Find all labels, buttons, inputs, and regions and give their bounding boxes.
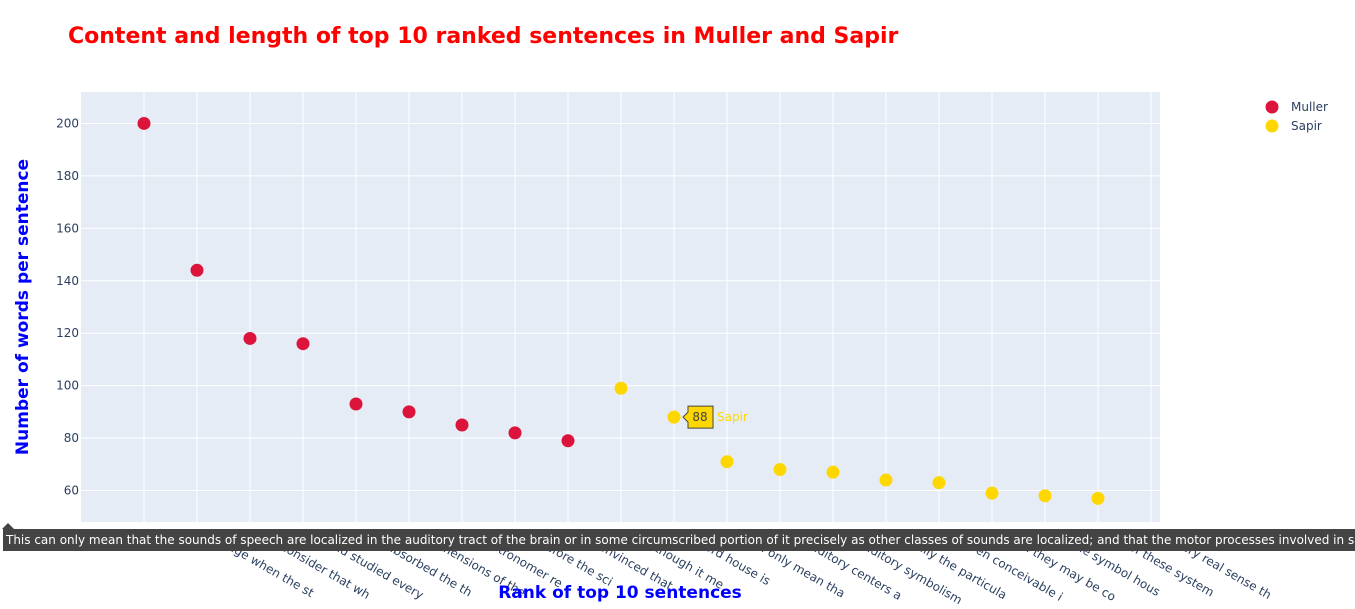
grid-lines xyxy=(81,92,1160,522)
y-axis-ticks: 60 80 100 120 140 160 180 200 xyxy=(56,116,79,497)
data-point-muller[interactable] xyxy=(508,426,522,440)
y-tick-label: 120 xyxy=(56,326,79,340)
y-tick-label: 100 xyxy=(56,379,79,393)
chart-title: Content and length of top 10 ranked sent… xyxy=(68,24,899,49)
y-tick-label: 140 xyxy=(56,274,79,288)
hover-value: 88 xyxy=(692,410,707,424)
data-point-sapir[interactable] xyxy=(985,486,999,500)
data-point-muller[interactable] xyxy=(243,331,257,345)
legend[interactable]: Muller Sapir xyxy=(1265,100,1329,133)
data-point-muller[interactable] xyxy=(190,263,204,277)
data-point-sapir[interactable] xyxy=(773,463,787,477)
data-points[interactable] xyxy=(137,116,1105,505)
data-point-sapir[interactable] xyxy=(932,476,946,490)
y-tick-label: 80 xyxy=(64,431,79,445)
legend-marker-sapir[interactable] xyxy=(1265,119,1279,133)
data-point-sapir[interactable] xyxy=(1038,489,1052,503)
data-point-muller[interactable] xyxy=(296,337,310,351)
hover-series-name: Sapir xyxy=(717,410,748,424)
hover-box xyxy=(682,405,714,429)
y-tick-label: 200 xyxy=(56,116,79,130)
data-point-muller[interactable] xyxy=(137,116,151,130)
data-point-muller[interactable] xyxy=(402,405,416,419)
legend-marker-muller[interactable] xyxy=(1265,100,1279,114)
data-point-muller[interactable] xyxy=(455,418,469,432)
data-point-sapir[interactable] xyxy=(1091,491,1105,505)
y-axis-title: Number of words per sentence xyxy=(13,159,33,455)
hover-label: 88 Sapir xyxy=(682,405,748,429)
y-tick-label: 160 xyxy=(56,221,79,235)
data-point-muller[interactable] xyxy=(349,397,363,411)
legend-label-muller[interactable]: Muller xyxy=(1291,100,1328,114)
x-hover-arrow xyxy=(2,523,14,529)
data-point-sapir[interactable] xyxy=(879,473,893,487)
data-point-sapir[interactable] xyxy=(667,410,681,424)
data-point-sapir[interactable] xyxy=(720,455,734,469)
legend-label-sapir[interactable]: Sapir xyxy=(1291,119,1322,133)
y-tick-label: 180 xyxy=(56,169,79,183)
data-point-sapir[interactable] xyxy=(826,465,840,479)
x-hover-tooltip: This can only mean that the sounds of sp… xyxy=(3,529,1355,551)
data-point-sapir[interactable] xyxy=(614,381,628,395)
y-tick-label: 60 xyxy=(64,484,79,498)
data-point-muller[interactable] xyxy=(561,434,575,448)
